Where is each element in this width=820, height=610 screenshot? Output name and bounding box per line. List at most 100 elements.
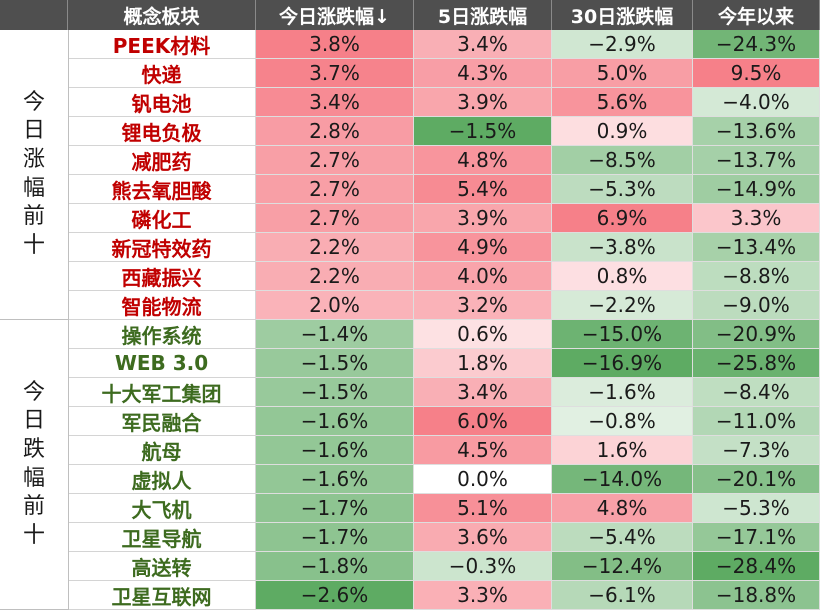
heat-cell: 2.7% [256,175,414,204]
heat-cell: 4.9% [414,233,552,262]
group-label: 今日涨幅前十 [0,30,68,320]
row-label: 快递 [68,59,256,88]
heat-cell: −9.0% [693,291,820,320]
heat-cell: −1.6% [256,465,414,494]
heat-cell: 3.6% [414,523,552,552]
heat-cell: 3.4% [414,378,552,407]
row-label: 卫星互联网 [68,581,256,610]
heat-cell: −2.6% [256,581,414,610]
heat-cell: 2.2% [256,262,414,291]
heat-cell: 3.9% [414,88,552,117]
row-label: 钒电池 [68,88,256,117]
row-label: 西藏振兴 [68,262,256,291]
heat-cell: 2.7% [256,146,414,175]
heat-cell: 0.0% [414,465,552,494]
heat-cell: 5.6% [552,88,693,117]
heat-cell: 4.0% [414,262,552,291]
heat-cell: −15.0% [552,320,693,349]
heat-cell: −7.3% [693,436,820,465]
heat-cell: −12.4% [552,552,693,581]
heat-cell: −1.7% [256,523,414,552]
heat-cell: −28.4% [693,552,820,581]
heat-cell: 5.4% [414,175,552,204]
row-label: 虚拟人 [68,465,256,494]
heat-cell: 3.9% [414,204,552,233]
heat-cell: 0.6% [414,320,552,349]
heat-cell: −16.9% [552,349,693,378]
heat-cell: −1.8% [256,552,414,581]
row-label: 减肥药 [68,146,256,175]
row-label: 航母 [68,436,256,465]
column-header: 今日涨跌幅↓ [256,0,414,30]
heat-cell: −1.6% [256,436,414,465]
heat-cell: 5.1% [414,494,552,523]
heat-cell: 5.0% [552,59,693,88]
heat-cell: 4.5% [414,436,552,465]
heat-cell: 2.0% [256,291,414,320]
heat-cell: −8.4% [693,378,820,407]
group-label-text: 今日跌幅前十 [22,379,45,548]
heat-cell: 3.8% [256,30,414,59]
heat-cell: 2.7% [256,204,414,233]
heat-cell: −1.6% [552,378,693,407]
row-label: 操作系统 [68,320,256,349]
heat-cell: −1.6% [256,407,414,436]
heat-cell: −4.0% [693,88,820,117]
row-label: 新冠特效药 [68,233,256,262]
heat-cell: −2.9% [552,30,693,59]
heat-cell: −3.8% [552,233,693,262]
heat-cell: 3.3% [414,581,552,610]
group-label: 今日跌幅前十 [0,320,68,610]
heat-cell: 9.5% [693,59,820,88]
heat-cell: −1.5% [256,349,414,378]
heat-cell: −2.2% [552,291,693,320]
row-label: 磷化工 [68,204,256,233]
heat-cell: −14.9% [693,175,820,204]
heat-cell: 1.6% [552,436,693,465]
row-label: 熊去氧胆酸 [68,175,256,204]
heat-cell: 4.8% [414,146,552,175]
heat-cell: −5.4% [552,523,693,552]
heat-cell: 2.2% [256,233,414,262]
group-divider [68,30,69,610]
heat-cell: 3.4% [256,88,414,117]
heat-cell: −1.7% [256,494,414,523]
heat-cell: 3.2% [414,291,552,320]
row-label: 十大军工集团 [68,378,256,407]
row-label: 军民融合 [68,407,256,436]
heat-cell: −1.5% [256,378,414,407]
heat-cell: 4.8% [552,494,693,523]
heat-cell: −18.8% [693,581,820,610]
heat-cell: −1.5% [414,117,552,146]
heat-cell: 2.8% [256,117,414,146]
heat-cell: 3.3% [693,204,820,233]
heat-cell: 1.8% [414,349,552,378]
heat-cell: −20.9% [693,320,820,349]
heat-cell: 4.3% [414,59,552,88]
row-label: 锂电负极 [68,117,256,146]
row-label: 智能物流 [68,291,256,320]
heat-cell: −25.8% [693,349,820,378]
heat-cell: −5.3% [552,175,693,204]
heat-cell: 6.0% [414,407,552,436]
column-header: 5日涨跌幅 [414,0,552,30]
row-label: PEEK材料 [68,30,256,59]
heat-cell: −24.3% [693,30,820,59]
row-label: 卫星导航 [68,523,256,552]
heat-cell: −11.0% [693,407,820,436]
heat-cell: −6.1% [552,581,693,610]
heat-cell: −14.0% [552,465,693,494]
heat-cell: −13.6% [693,117,820,146]
row-label: 大飞机 [68,494,256,523]
heat-cell: −13.7% [693,146,820,175]
header-corner [0,0,68,30]
column-header: 今年以来 [693,0,820,30]
heat-cell: 6.9% [552,204,693,233]
heat-cell: 0.8% [552,262,693,291]
column-header: 30日涨跌幅 [552,0,693,30]
heat-cell: −17.1% [693,523,820,552]
row-label: 高送转 [68,552,256,581]
row-label: WEB 3.0 [68,349,256,378]
heat-cell: −0.8% [552,407,693,436]
